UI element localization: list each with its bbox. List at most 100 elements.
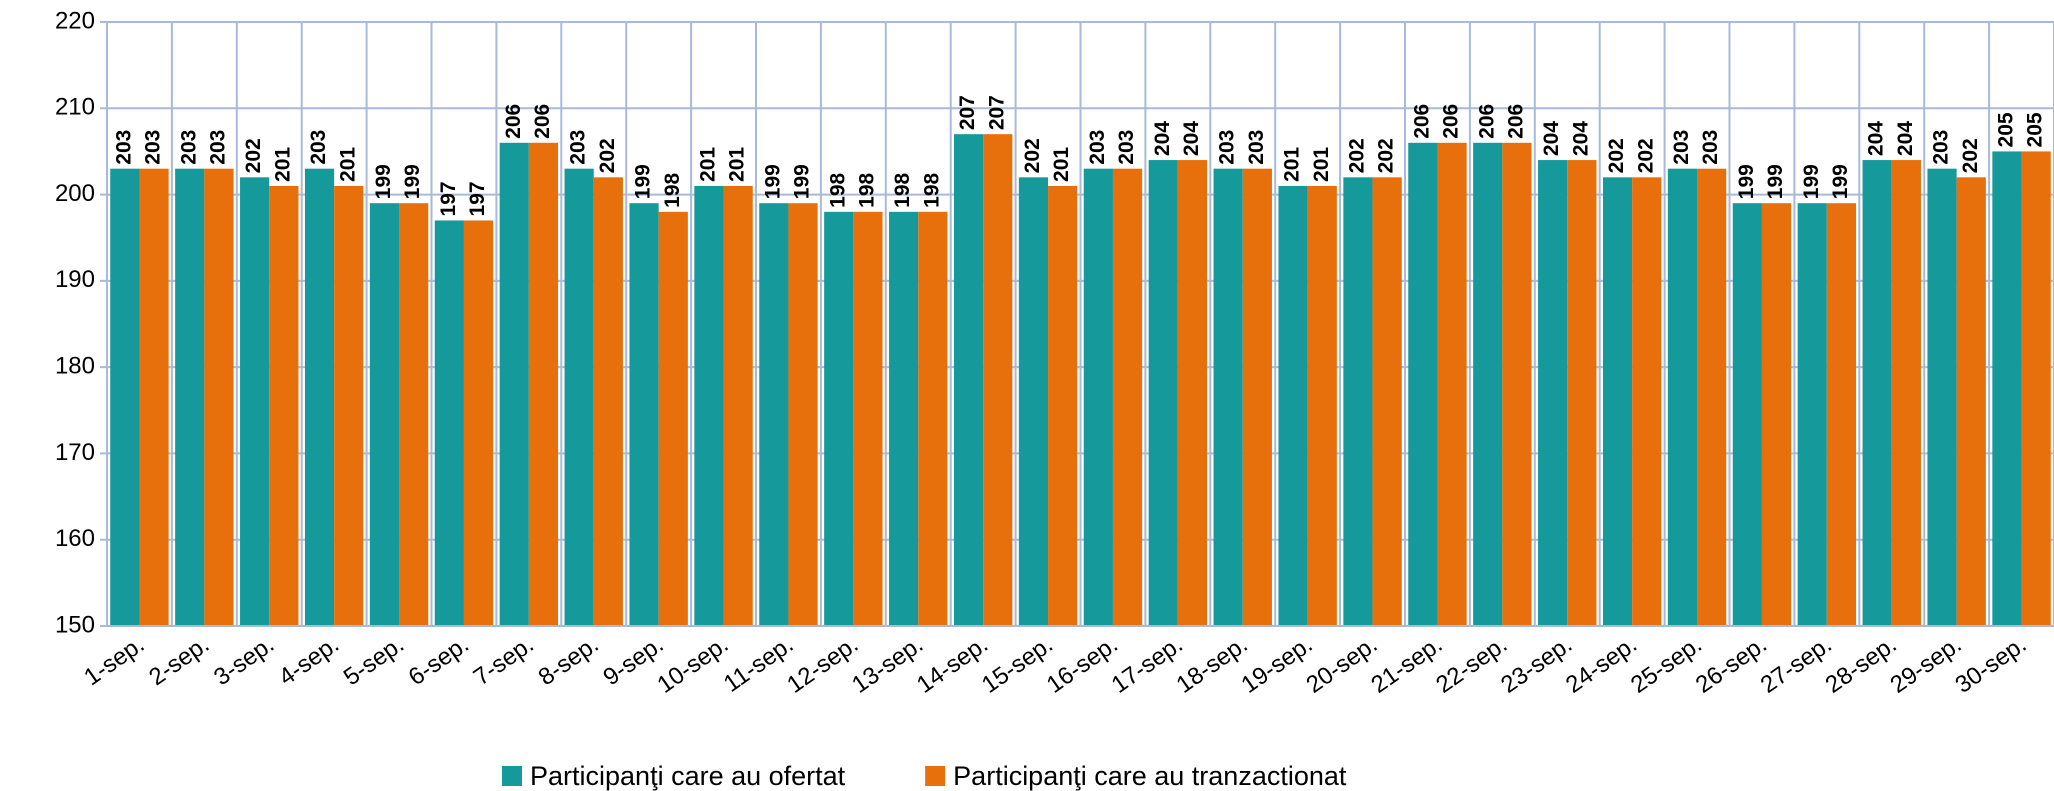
value-label: 202 — [1605, 138, 1628, 173]
value-label: 202 — [242, 138, 265, 173]
value-label: 202 — [596, 138, 619, 173]
bar — [1083, 168, 1113, 626]
x-tick-label: 12-sep. — [782, 631, 863, 699]
bar — [824, 211, 854, 627]
value-label: 204 — [1540, 121, 1563, 156]
x-tick-label: 6-sep. — [404, 631, 474, 691]
value-label: 199 — [761, 164, 784, 199]
bar — [110, 168, 140, 626]
value-label: 203 — [1245, 130, 1268, 165]
bar — [889, 211, 919, 627]
bar — [240, 177, 270, 627]
x-tick-label: 27-sep. — [1756, 631, 1837, 699]
bar — [1018, 177, 1049, 627]
value-label: 198 — [920, 172, 943, 207]
value-label: 199 — [791, 164, 814, 199]
value-label: 198 — [826, 172, 849, 207]
x-tick-label: 17-sep. — [1107, 631, 1188, 699]
x-tick-label: 30-sep. — [1950, 631, 2031, 699]
bar — [399, 203, 429, 626]
x-tick-label: 26-sep. — [1691, 631, 1772, 699]
value-label: 207 — [956, 95, 979, 130]
bar — [1992, 151, 2022, 626]
bar — [1307, 185, 1337, 626]
bar — [1213, 168, 1243, 626]
bar — [788, 203, 818, 626]
value-label: 203 — [206, 130, 229, 165]
value-label: 198 — [855, 172, 878, 207]
bar — [953, 134, 984, 626]
x-tick-label: 1-sep. — [79, 631, 149, 691]
bar — [369, 203, 400, 626]
x-tick-label: 21-sep. — [1366, 631, 1447, 699]
y-tick-label: 190 — [55, 266, 95, 293]
value-label: 203 — [142, 130, 165, 165]
value-label: 203 — [177, 130, 200, 165]
bar — [1927, 168, 1957, 626]
value-label: 203 — [1216, 130, 1239, 165]
value-label: 199 — [372, 164, 395, 199]
bar — [1667, 168, 1698, 626]
y-tick-label: 210 — [55, 94, 95, 121]
value-label: 201 — [1310, 147, 1333, 182]
bar — [658, 211, 688, 627]
value-label: 203 — [567, 130, 590, 165]
bar — [1177, 160, 1208, 627]
y-tick-label: 150 — [55, 611, 95, 638]
y-tick-label: 170 — [55, 439, 95, 466]
x-tick-label: 24-sep. — [1561, 631, 1642, 699]
value-label: 199 — [1764, 164, 1787, 199]
value-label: 204 — [1894, 121, 1917, 156]
bar — [1732, 203, 1762, 626]
value-label: 204 — [1180, 121, 1203, 156]
value-label: 203 — [1699, 130, 1722, 165]
value-label: 206 — [1410, 104, 1433, 139]
x-tick-label: 10-sep. — [652, 631, 733, 699]
x-tick-label: 23-sep. — [1496, 631, 1577, 699]
value-label: 201 — [1281, 147, 1304, 182]
x-tick-label: 4-sep. — [274, 631, 344, 691]
x-tick-label: 14-sep. — [912, 631, 993, 699]
value-label: 201 — [336, 147, 359, 182]
value-label: 199 — [1800, 164, 1823, 199]
legend-label: Participanţi care au tranzactionat — [953, 761, 1347, 791]
x-tick-label: 29-sep. — [1886, 631, 1967, 699]
x-tick-label: 16-sep. — [1042, 631, 1123, 699]
bar — [499, 142, 529, 627]
x-tick-label: 22-sep. — [1431, 631, 1512, 699]
value-label: 206 — [1504, 104, 1527, 139]
value-label: 199 — [1735, 164, 1758, 199]
y-tick-label: 180 — [55, 352, 95, 379]
bar — [2021, 151, 2051, 626]
bar — [1372, 177, 1402, 627]
bar — [593, 177, 623, 627]
bar — [1473, 142, 1503, 627]
bar — [1437, 142, 1467, 627]
value-label: 203 — [1670, 130, 1693, 165]
bar — [139, 168, 169, 626]
value-label: 199 — [1829, 164, 1852, 199]
value-label: 201 — [1050, 147, 1073, 182]
value-label: 202 — [1345, 138, 1368, 173]
value-label: 203 — [307, 130, 330, 165]
bar — [304, 168, 335, 626]
bar — [1891, 160, 1921, 627]
bar — [204, 168, 234, 626]
value-label: 204 — [1569, 121, 1592, 156]
bar — [1826, 203, 1857, 626]
x-tick-label: 20-sep. — [1301, 631, 1382, 699]
x-tick-label: 15-sep. — [977, 631, 1058, 699]
value-label: 197 — [466, 181, 489, 216]
bar — [269, 185, 299, 626]
x-tick-label: 11-sep. — [719, 631, 799, 698]
value-label: 202 — [1375, 138, 1398, 173]
value-label: 205 — [1994, 112, 2017, 147]
value-label: 199 — [401, 164, 424, 199]
bar — [528, 142, 559, 627]
bar — [1797, 203, 1827, 626]
bar — [694, 185, 724, 626]
value-label: 204 — [1865, 121, 1888, 156]
legend-label: Participanţi care au ofertat — [530, 761, 846, 791]
